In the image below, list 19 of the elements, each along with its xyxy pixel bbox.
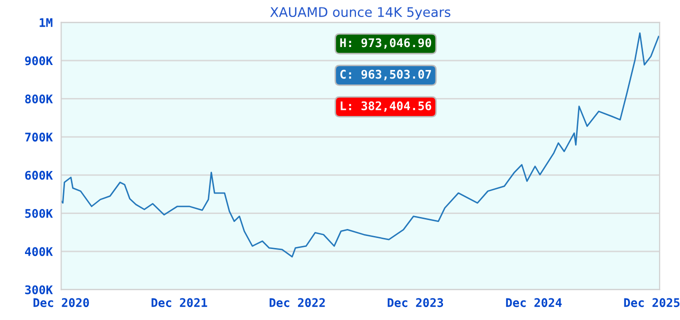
y-tick-label: 500K: [25, 208, 53, 218]
annotation: H: 973,046.90: [340, 38, 432, 49]
x-tick-label: Dec 2023: [388, 298, 444, 308]
y-tick-label: 700K: [25, 132, 53, 142]
y-tick-label: 800K: [25, 94, 53, 104]
line-series: [61, 32, 660, 258]
annotation: C: 963,503.07: [340, 70, 431, 80]
y-tick-label: 1M: [40, 18, 52, 27]
x-tick-label: Dec 2024: [506, 298, 562, 308]
y-tick-label: 900K: [25, 56, 53, 66]
y-tick-label: 400K: [25, 247, 53, 256]
x-tick-label: Dec 2020: [34, 298, 89, 308]
x-tick-label: Dec 2025: [624, 298, 680, 308]
chart-title: XAUAMD ounce 14K 5years: [270, 7, 450, 20]
annotation: L: 382,404.56: [340, 101, 432, 112]
x-tick-label: Dec 2021: [152, 298, 208, 308]
y-tick-label: 600K: [25, 170, 53, 180]
y-tick-label: 300K: [25, 285, 53, 294]
x-tick-label: Dec 2022: [270, 298, 325, 308]
